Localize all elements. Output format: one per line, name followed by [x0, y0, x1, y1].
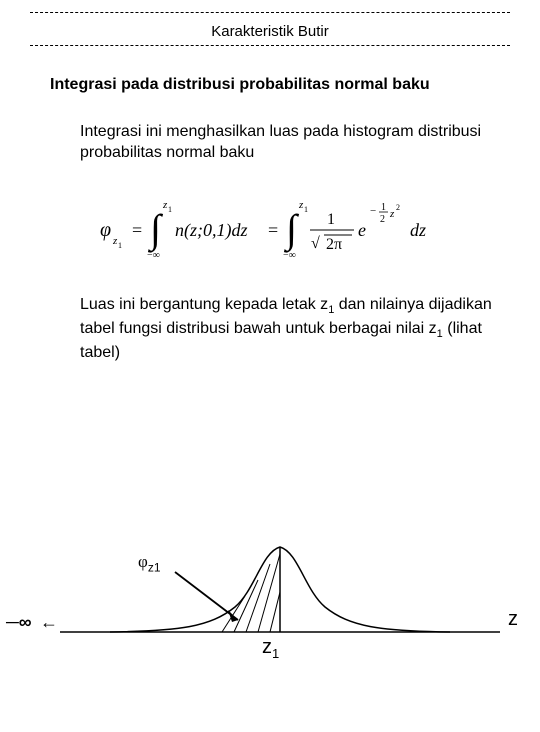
phi-z1-label: φz1 [138, 552, 161, 574]
header: Karakteristik Butir [0, 13, 540, 45]
phi-symbol: φ [138, 552, 148, 571]
paragraph-1: Integrasi ini menghasilkan luas pada his… [80, 122, 510, 164]
svg-text:√: √ [311, 235, 320, 252]
left-arrow-icon: ← [40, 612, 58, 633]
z-axis-label: z [508, 608, 518, 631]
paragraph-2: Luas ini bergantung kepada letak z1 dan … [80, 294, 510, 364]
svg-text:z: z [389, 208, 395, 220]
svg-text:∫: ∫ [283, 206, 300, 253]
svg-text:−∞: −∞ [147, 250, 160, 261]
formula: φ z 1 = ∫ −∞ z 1 n(z;0,1)dz = ∫ −∞ z 1 1… [100, 194, 510, 264]
svg-text:=: = [132, 220, 142, 240]
normal-curve-diagram [0, 532, 540, 722]
svg-text:n(z;0,1)dz: n(z;0,1)dz [175, 220, 248, 241]
svg-text:2π: 2π [326, 236, 342, 253]
z1-axis-label: z1 [262, 636, 279, 661]
svg-text:∫: ∫ [147, 206, 164, 253]
svg-text:2: 2 [396, 203, 400, 212]
svg-text:1: 1 [304, 205, 308, 214]
z1-sub: 1 [272, 646, 279, 661]
svg-text:1: 1 [118, 241, 122, 250]
svg-text:1: 1 [327, 211, 335, 228]
z1-letter: z [262, 636, 272, 658]
content: Integrasi pada distribusi probabilitas n… [0, 46, 540, 363]
svg-text:φ: φ [100, 219, 111, 241]
header-title: Karakteristik Butir [211, 23, 329, 40]
phi-sub: z1 [148, 560, 161, 574]
svg-text:2: 2 [380, 214, 385, 225]
neg-infinity-label: ─∞ [6, 612, 32, 633]
svg-text:dz: dz [410, 220, 426, 240]
svg-text:−: − [370, 205, 376, 217]
para2-part1: Luas ini bergantung kepada letak z [80, 296, 328, 313]
svg-text:−∞: −∞ [283, 250, 296, 261]
svg-text:1: 1 [381, 202, 386, 213]
section-title: Integrasi pada distribusi probabilitas n… [50, 76, 510, 94]
svg-text:1: 1 [168, 205, 172, 214]
svg-text:e: e [358, 220, 366, 240]
svg-text:=: = [268, 220, 278, 240]
